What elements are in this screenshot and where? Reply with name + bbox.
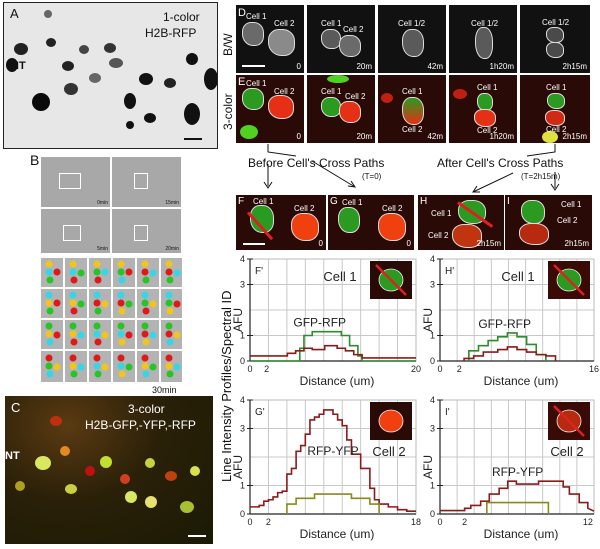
panel-c-region-label: NT [5,450,20,462]
svg-text:0: 0 [247,364,252,374]
panel-g: G Cell 1 Cell 2 0 [328,195,414,250]
svg-text:Distance (um): Distance (um) [300,374,375,388]
svg-text:AFU: AFU [422,455,435,479]
scale-bar-c [188,535,206,537]
svg-text:16: 16 [589,364,599,374]
svg-text:RFP-YFP: RFP-YFP [492,465,543,479]
svg-text:Cell 2: Cell 2 [372,444,405,459]
before-time-label: (T=0) [362,172,382,181]
after-time-label: (T=2h15m) [521,172,561,181]
panel-c-title-1: 3-color [128,402,165,416]
panel-e-frame-1: E Cell 1 Cell 2 0 [236,75,304,143]
svg-text:4: 4 [240,395,245,405]
svg-text:1: 1 [430,331,435,341]
scale-bar-a [184,138,202,140]
panel-b-thumb-2: 15min [112,157,181,207]
svg-text:0: 0 [430,509,435,519]
svg-text:I': I' [445,407,450,418]
panel-b-thumb-1: 0min [41,157,110,207]
panel-e-letter: E [238,76,246,88]
chart-h-prime: 0 1 3 4 0 2 16 Distance (um) AFU H' GFP-RFP Cell 1 [421,253,600,391]
panel-d-frame-2: Cell 1 Cell 2 20m [307,5,375,73]
panel-c-micrograph [5,396,213,544]
svg-text:0: 0 [240,509,245,519]
panel-e-frame-2: Cell 1 Cell 2 20m [307,75,375,143]
svg-text:3: 3 [240,280,245,290]
svg-text:4: 4 [240,254,245,264]
chart-g-prime: 0 1 3 4 0 2 18 Distance (um) AFU G' RFP-YFP Cell 2 [231,394,422,544]
svg-text:0: 0 [247,517,252,527]
svg-text:Distance (um): Distance (um) [484,374,559,388]
svg-text:3: 3 [430,280,435,290]
panel-a-letter: A [10,6,19,21]
panel-h: H Cell 1 Cell 2 2h15m [418,195,504,250]
svg-text:Distance (um): Distance (um) [484,527,559,541]
panel-e-frame-5: Cell 1 Cell 2 2h15m [520,75,590,143]
svg-text:0: 0 [430,356,435,366]
svg-text:GFP-RFP: GFP-RFP [293,316,346,330]
svg-text:GFP-RFP: GFP-RFP [478,317,531,331]
chart-i-prime: 0 1 3 4 0 2 12 Distance (um) AFU I' RFP-YFP Cell 2 [421,394,600,544]
svg-text:2: 2 [462,517,467,527]
panel-c-letter: C [11,400,21,415]
row-label-bw: B/W [221,33,235,56]
svg-text:Distance (um): Distance (um) [300,527,375,541]
svg-text:18: 18 [411,517,421,527]
panel-i: I Cell 1 Cell 2 2h15m [505,195,592,250]
svg-text:2: 2 [457,364,462,374]
panel-e-frame-3: Cell 1 Cell 2 42m [378,75,446,143]
svg-text:3: 3 [430,424,435,434]
svg-text:12: 12 [583,517,593,527]
panel-d-frame-5: Cell 1/2 2h15m [520,5,590,73]
svg-text:2: 2 [264,364,269,374]
svg-text:F': F' [255,266,263,277]
panel-e-frame-4: Cell 1 Cell 2 1h20m [449,75,517,143]
svg-text:1: 1 [430,481,435,491]
panel-d-frame-4: Cell 1/2 1h20m [449,5,517,73]
svg-text:2: 2 [266,517,271,527]
panel-f: F Cell 1 Cell 2 0 [236,195,326,250]
svg-text:G': G' [255,407,265,418]
svg-text:3: 3 [240,424,245,434]
svg-text:AFU: AFU [232,308,245,332]
panel-a-title-2: H2B-RFP [145,26,197,40]
panel-a-micrograph [3,2,218,149]
panel-b-end-time: 30min [152,385,177,395]
svg-text:4: 4 [430,395,435,405]
panel-b-thumb-3: 5min [41,209,110,253]
svg-text:AFU: AFU [422,308,435,332]
svg-text:1: 1 [240,331,245,341]
panel-b-thumb-4: 20min [112,209,181,253]
panel-d-frame-1: D Cell 1 Cell 2 0 [236,5,304,73]
svg-text:AFU: AFU [232,455,245,479]
svg-text:20: 20 [411,364,421,374]
svg-text:Cell 1: Cell 1 [501,269,534,284]
svg-text:1: 1 [240,481,245,491]
chart-f-prime: 0 1 3 4 0 2 20 Distance (um) AFU F' GFP-RFP Cell 1 [231,253,422,391]
panel-d-frame-3: Cell 1/2 42m [378,5,446,73]
svg-text:H': H' [445,266,454,277]
row-label-3color: 3-color [221,93,235,130]
panel-b-letter: B [30,152,40,168]
svg-text:Cell 1: Cell 1 [323,269,356,284]
svg-text:0: 0 [437,517,442,527]
panel-a-region-label: NT [11,60,26,72]
cross-paths-arrows [263,144,560,193]
panel-a-title-1: 1-color [163,10,200,24]
svg-text:Cell 2: Cell 2 [550,444,583,459]
panel-d-letter: D [238,7,246,19]
panel-b-dot-grid [41,258,182,382]
svg-text:0: 0 [240,356,245,366]
svg-text:0: 0 [437,364,442,374]
panel-c-title-2: H2B-GFP,-YFP,-RFP [85,418,196,432]
before-cross-paths-label: Before Cell's Cross Paths [248,156,385,170]
svg-text:RFP-YFP: RFP-YFP [307,444,358,458]
after-cross-paths-label: After Cell's Cross Paths [437,156,564,170]
svg-text:4: 4 [430,254,435,264]
